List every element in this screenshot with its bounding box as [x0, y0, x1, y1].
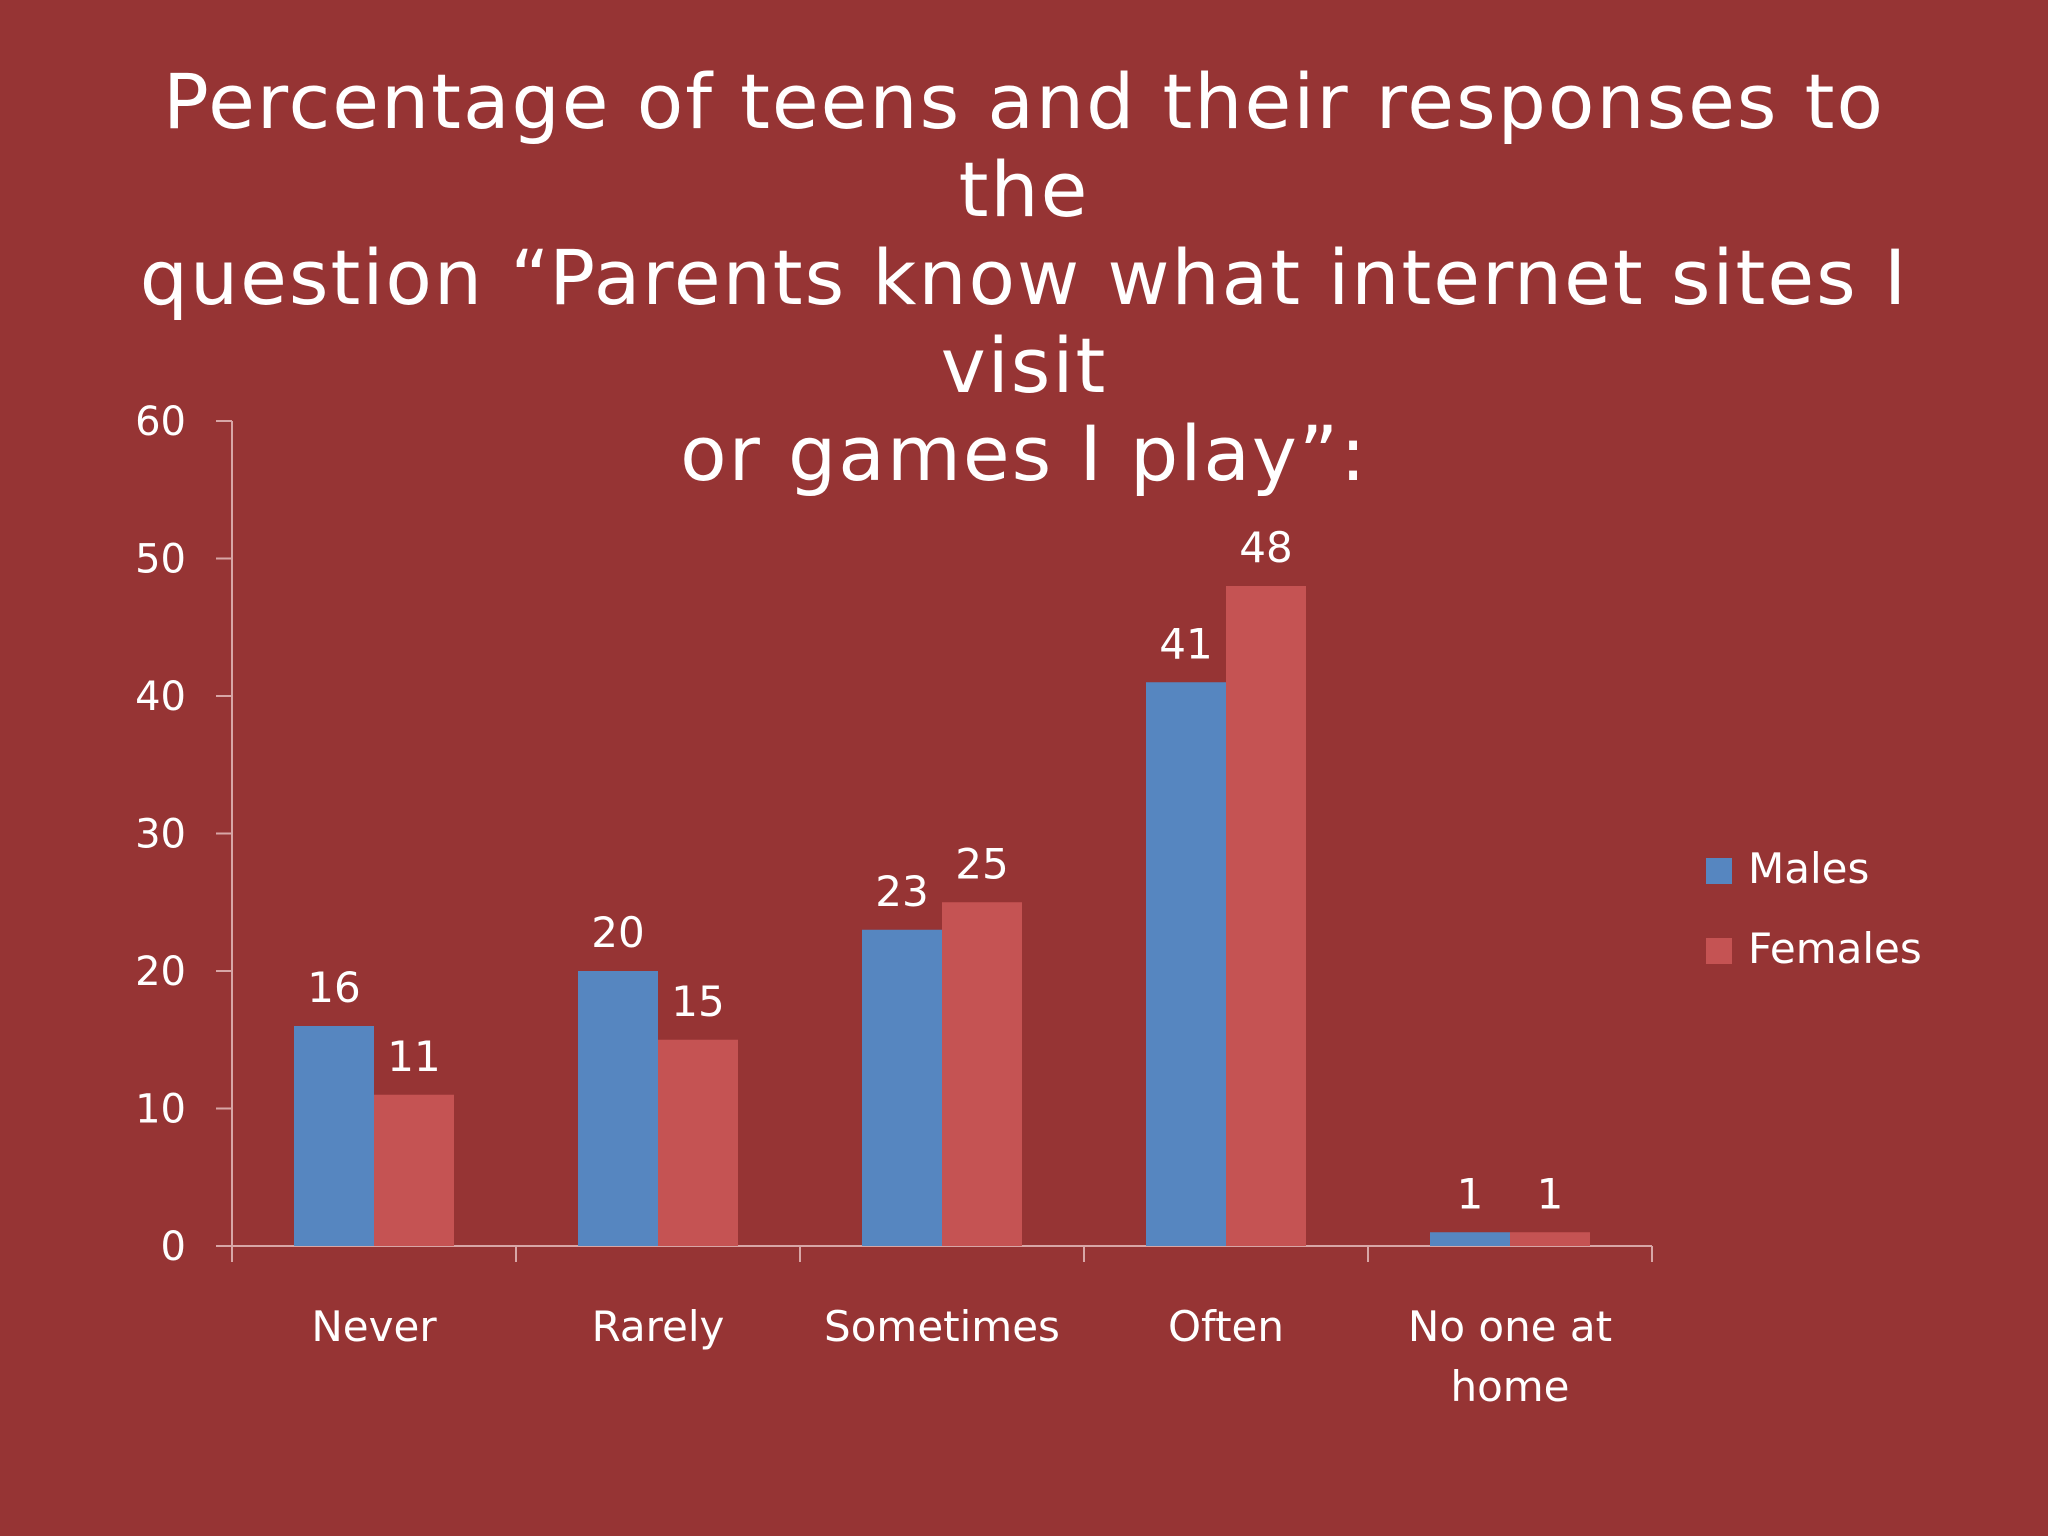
y-tick-label: 0	[161, 1224, 186, 1270]
data-label: 16	[307, 963, 360, 1012]
bar-males-2	[862, 929, 942, 1246]
data-label: 41	[1159, 619, 1212, 668]
x-category-label: home	[1450, 1362, 1569, 1411]
y-tick-label: 50	[135, 537, 186, 583]
y-tick-label: 10	[135, 1087, 186, 1133]
x-category-label: Rarely	[592, 1302, 725, 1351]
bar-females-0	[374, 1094, 454, 1246]
data-label: 25	[955, 839, 1008, 888]
title-line-1: Percentage of teens and their responses …	[163, 57, 1885, 234]
y-tick-label: 40	[135, 674, 186, 720]
x-category-label: Never	[311, 1302, 437, 1351]
bar-males-4	[1430, 1232, 1510, 1246]
y-tick-label: 60	[135, 399, 186, 445]
data-label: 1	[1457, 1169, 1484, 1218]
x-category-label: Sometimes	[824, 1302, 1060, 1351]
y-tick-label: 20	[135, 949, 186, 995]
data-label: 23	[875, 867, 928, 916]
bar-males-3	[1146, 682, 1226, 1246]
y-tick-label: 30	[135, 812, 186, 858]
bar-males-0	[294, 1026, 374, 1246]
bar-females-3	[1226, 586, 1306, 1246]
legend-label-females: Females	[1748, 924, 1922, 973]
bar-females-2	[942, 902, 1022, 1246]
bar-males-1	[578, 971, 658, 1246]
data-label: 20	[591, 908, 644, 957]
x-category-label: No one at	[1408, 1302, 1612, 1351]
x-category-label: Often	[1168, 1302, 1284, 1351]
data-label: 11	[387, 1032, 440, 1081]
slide-title: Percentage of teens and their responses …	[100, 58, 1948, 498]
bar-females-1	[658, 1039, 738, 1246]
legend-label-males: Males	[1748, 844, 1869, 893]
title-line-3: or games I play”:	[680, 409, 1368, 498]
data-label: 48	[1239, 523, 1292, 572]
data-label: 1	[1537, 1169, 1564, 1218]
bar-females-4	[1510, 1232, 1590, 1246]
data-label: 15	[671, 977, 724, 1026]
legend-swatch-females	[1706, 938, 1732, 964]
legend-swatch-males	[1706, 858, 1732, 884]
title-line-2: question “Parents know what internet sit…	[139, 233, 1909, 410]
